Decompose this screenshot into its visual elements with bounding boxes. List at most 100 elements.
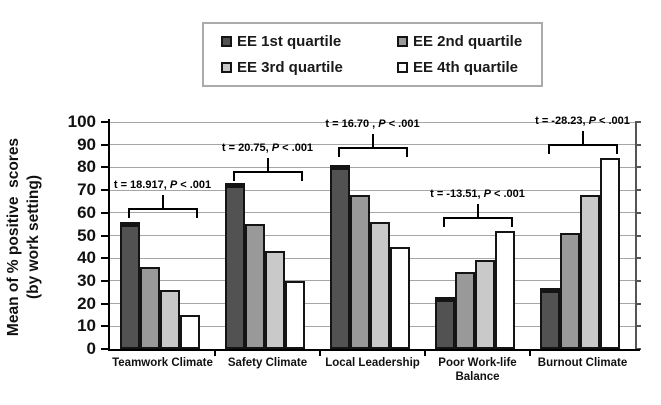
legend-item-2: EE 2nd quartile: [397, 31, 541, 53]
right-frame-tick: [635, 143, 641, 146]
annotation-t-value: t = 20.75,: [221, 141, 272, 154]
annotation-bracket-end-left: [547, 143, 550, 154]
annotation-bracket-line: [337, 146, 408, 149]
y-axis-tick: [101, 234, 109, 237]
bar-series3-teamwork-climate: [160, 290, 180, 349]
y-axis-title: Mean of % positive scores (by work setti…: [1, 106, 47, 368]
annotation-p-value: < .001: [385, 117, 420, 130]
legend-swatch-icon: [397, 36, 408, 47]
annotation-bracket-stem: [266, 157, 269, 171]
annotation-text: t = 20.75, P < .001: [178, 142, 358, 154]
y-tick-label: 70: [77, 180, 96, 200]
annotation-bracket-end-right: [195, 208, 198, 219]
bar-series3-safety-climate: [265, 251, 285, 349]
bar-series3-local-leadership: [370, 222, 390, 349]
annotation-t-value: t = 18.917,: [113, 179, 170, 192]
annotation-p-symbol: P: [483, 188, 491, 201]
annotation-text: t = 18.917, P < .001: [73, 179, 253, 191]
y-axis-tick: [101, 211, 109, 214]
bar-series2-teamwork-climate: [140, 267, 160, 349]
bar-series3-burnout-climate: [580, 195, 600, 349]
legend-swatch-icon: [221, 62, 232, 73]
legend: EE 1st quartile EE 2nd quartile EE 3rd qua…: [202, 22, 543, 87]
legend-swatch-icon: [397, 62, 408, 73]
annotation-bracket-end-left: [337, 146, 340, 157]
legend-item-label: EE 4th quartile: [413, 59, 519, 76]
annotation-bracket-end-right: [615, 143, 618, 154]
y-axis-tick: [101, 348, 109, 350]
gridline: [110, 121, 635, 123]
y-tick-label: 30: [77, 270, 96, 290]
bar-series1-safety-climate: [225, 183, 245, 349]
x-axis-label: Teamwork Climate: [112, 357, 213, 369]
annotation-p-symbol: P: [169, 179, 178, 192]
gridline: [110, 189, 635, 191]
annotation-t-value: t = -13.51,: [430, 188, 484, 201]
bar-series1-teamwork-climate: [120, 222, 140, 349]
y-axis-line: [108, 119, 110, 351]
annotation-bracket-line: [232, 170, 303, 173]
y-tick-label: 10: [77, 316, 96, 336]
bar-series2-local-leadership: [350, 195, 370, 349]
annotation-text: t = -13.51, P < .001: [388, 188, 568, 200]
y-tick-label: 90: [77, 134, 96, 154]
x-axis-category-tick: [319, 351, 321, 356]
annotation-bracket-line: [547, 143, 618, 146]
y-axis-tick: [101, 257, 109, 260]
bar-series2-burnout-climate: [560, 233, 580, 349]
legend-item-3: EE 3rd quartile: [221, 57, 397, 79]
bar-series1-poor-work-life-balance: [435, 297, 455, 349]
annotation-t-value: t = 16.70 ,: [325, 117, 379, 130]
y-axis-tick: [101, 189, 109, 192]
x-axis-category-tick: [529, 351, 531, 356]
annotation-bracket-end-right: [405, 146, 408, 157]
annotation-text: t = 16.70 , P < .001: [283, 118, 463, 130]
y-axis-tick: [101, 143, 109, 146]
legend-item-4: EE 4th quartile: [397, 57, 541, 79]
y-axis-tick: [101, 166, 109, 169]
gridline: [110, 166, 635, 168]
right-frame-tick: [635, 166, 641, 169]
right-frame-tick: [635, 234, 641, 237]
bar-series2-safety-climate: [245, 224, 265, 349]
annotation-p-value: < .001: [279, 141, 314, 154]
x-axis-category-tick: [424, 351, 426, 356]
bar-series4-safety-climate: [285, 281, 305, 349]
annotation-p-value: < .001: [595, 114, 630, 127]
x-axis-label: Local Leadership: [325, 357, 420, 369]
annotation-bracket-stem: [161, 195, 164, 209]
annotation-p-value: < .001: [177, 179, 212, 192]
annotation-text: t = -28.23, P < .001: [493, 115, 661, 127]
y-axis-tick: [101, 279, 109, 282]
y-axis-tick: [101, 121, 109, 123]
x-axis-label: Burnout Climate: [537, 357, 628, 369]
annotation-bracket-end-left: [232, 170, 235, 181]
y-tick-label: 50: [77, 225, 96, 245]
bar-series4-poor-work-life-balance: [495, 231, 515, 349]
y-tick-label: 60: [77, 202, 96, 222]
right-frame-tick: [635, 211, 641, 214]
right-frame-tick: [635, 189, 641, 192]
bar-series3-poor-work-life-balance: [475, 260, 495, 349]
annotation-bracket-stem: [476, 204, 479, 218]
annotation-bracket-stem: [581, 130, 584, 144]
right-frame-tick: [635, 302, 641, 305]
annotation-bracket-line: [442, 217, 513, 220]
annotation-bracket-end-left: [127, 208, 130, 219]
x-axis-label: Safety Climate: [227, 357, 308, 369]
x-axis-category-tick: [214, 351, 216, 356]
right-frame-tick: [635, 257, 641, 260]
bar-series4-teamwork-climate: [180, 315, 200, 349]
y-axis-title-line1: Mean of % positive scores: [4, 137, 22, 337]
right-frame-line: [635, 122, 637, 349]
bar-series4-local-leadership: [390, 247, 410, 349]
x-axis-line: [108, 349, 640, 351]
bar-series4-burnout-climate: [600, 158, 620, 349]
y-tick-label: 0: [86, 339, 96, 358]
bar-series2-poor-work-life-balance: [455, 272, 475, 349]
annotation-bracket-stem: [371, 133, 374, 147]
annotation-p-value: < .001: [490, 188, 525, 201]
bar-series1-burnout-climate: [540, 288, 560, 349]
y-axis-tick: [101, 325, 109, 328]
y-tick-label: 100: [67, 112, 96, 131]
